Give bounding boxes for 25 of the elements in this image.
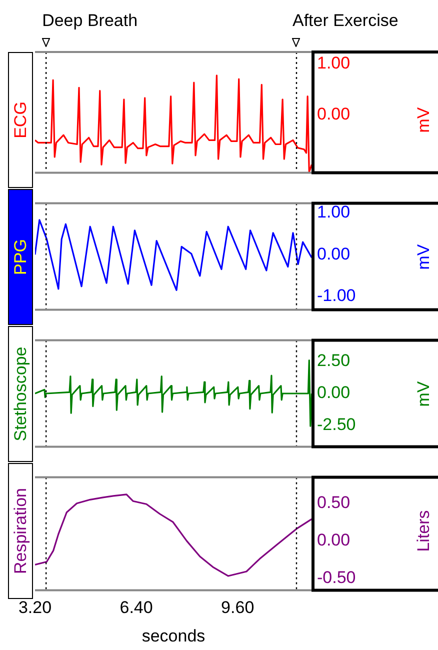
- y-axis-title: mV: [414, 107, 434, 133]
- y-tick-label: 1.00: [317, 53, 350, 72]
- x-tick-label: 9.60: [221, 598, 254, 618]
- text: PPG: [10, 239, 30, 275]
- y-tick-label: 1.00: [317, 202, 350, 222]
- ref-line-label: After Exercise: [292, 11, 398, 30]
- text: ECG: [10, 102, 30, 138]
- y-tick-label: 0.00: [317, 530, 350, 550]
- x-axis-title: seconds: [142, 626, 206, 646]
- y-tick-label: 0.50: [317, 493, 350, 512]
- y-tick-label: -0.50: [317, 568, 356, 587]
- y-tick-label: 0.00: [317, 104, 350, 124]
- y-axis-title: mV: [414, 381, 434, 407]
- x-tick-label: 3.20: [18, 598, 52, 618]
- x-tick-label: 6.40: [120, 598, 153, 618]
- y-tick-label: -1.00: [317, 286, 356, 306]
- y-tick-label: 0.00: [317, 244, 350, 264]
- text: Respiration: [10, 488, 30, 574]
- y-tick-label: 0.00: [317, 383, 350, 402]
- text: Stethoscope: [10, 346, 30, 442]
- y-axis-title: Liters: [414, 510, 434, 552]
- y-tick-label: 2.50: [317, 351, 350, 370]
- y-tick-label: -2.50: [317, 415, 356, 434]
- y-axis-title: mV: [414, 244, 434, 270]
- ref-line-label: Deep Breath: [42, 11, 138, 30]
